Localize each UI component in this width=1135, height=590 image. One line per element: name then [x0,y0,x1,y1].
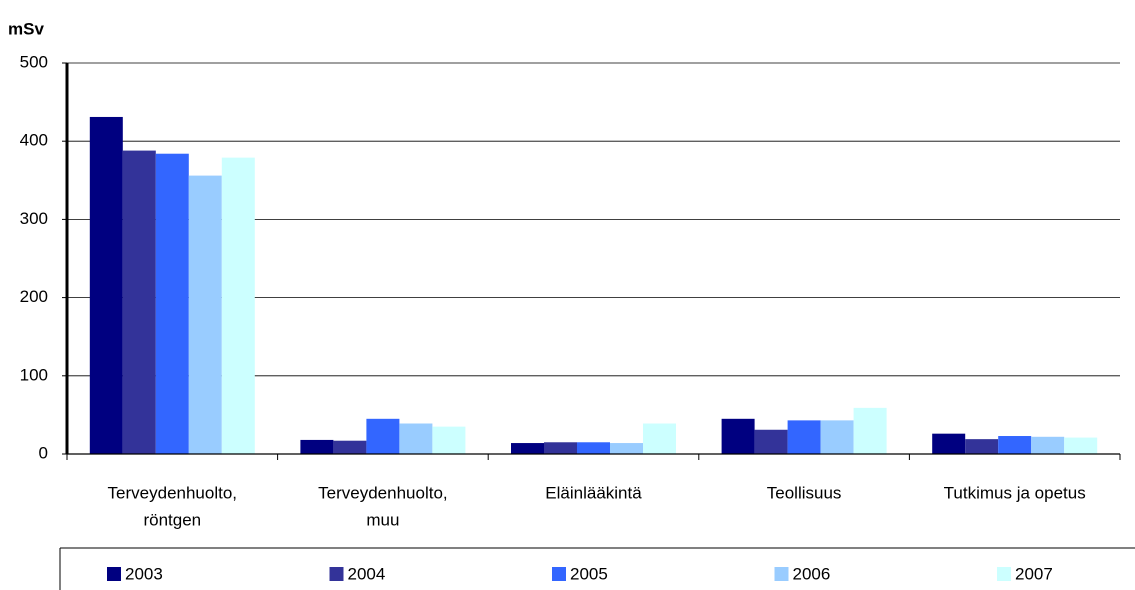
bar [610,443,643,454]
bar [432,426,466,454]
bar [399,423,433,454]
bar [122,150,156,455]
y-tick-label: 0 [39,443,48,462]
y-tick-label: 300 [20,209,48,228]
bar [643,423,676,454]
bar [155,153,189,454]
x-tick-label: muu [366,510,399,529]
bar [89,116,123,454]
legend-label: 2005 [570,564,608,583]
bar [965,439,999,454]
y-tick-label: 100 [20,365,48,384]
legend-swatch [329,567,344,581]
bar [511,443,544,454]
bar [998,436,1032,454]
x-tick-label: Tutkimus ja opetus [944,483,1086,502]
bar [366,418,400,454]
y-axis-label: mSv [8,19,44,38]
y-tick-label: 400 [20,131,48,150]
bar [333,440,367,454]
bar [754,429,788,454]
bar [221,157,255,454]
legend-label: 2003 [125,564,163,583]
y-tick-label: 500 [20,52,48,71]
y-tick-label: 200 [20,287,48,306]
x-tick-label: Teollisuus [767,483,842,502]
bar [853,407,887,454]
bar [820,420,854,454]
x-tick-label: Terveydenhuolto, [318,483,447,502]
x-tick-label: Terveydenhuolto, [108,483,237,502]
legend-swatch [552,567,566,581]
bar [188,175,222,454]
legend-swatch [997,567,1011,581]
bar [300,439,334,454]
bar [544,442,577,454]
legend-label: 2007 [1015,564,1053,583]
bar [577,442,610,454]
legend-swatch [774,567,789,581]
bar [932,433,966,454]
legend-label: 2006 [793,564,831,583]
bar [1064,437,1098,454]
bar [721,418,755,454]
x-tick-label: röntgen [143,510,201,529]
x-tick-label: Eläinlääkintä [545,483,642,502]
legend-swatch [107,567,121,581]
legend-label: 2004 [348,564,386,583]
bar [787,420,821,454]
bar [1031,436,1065,454]
